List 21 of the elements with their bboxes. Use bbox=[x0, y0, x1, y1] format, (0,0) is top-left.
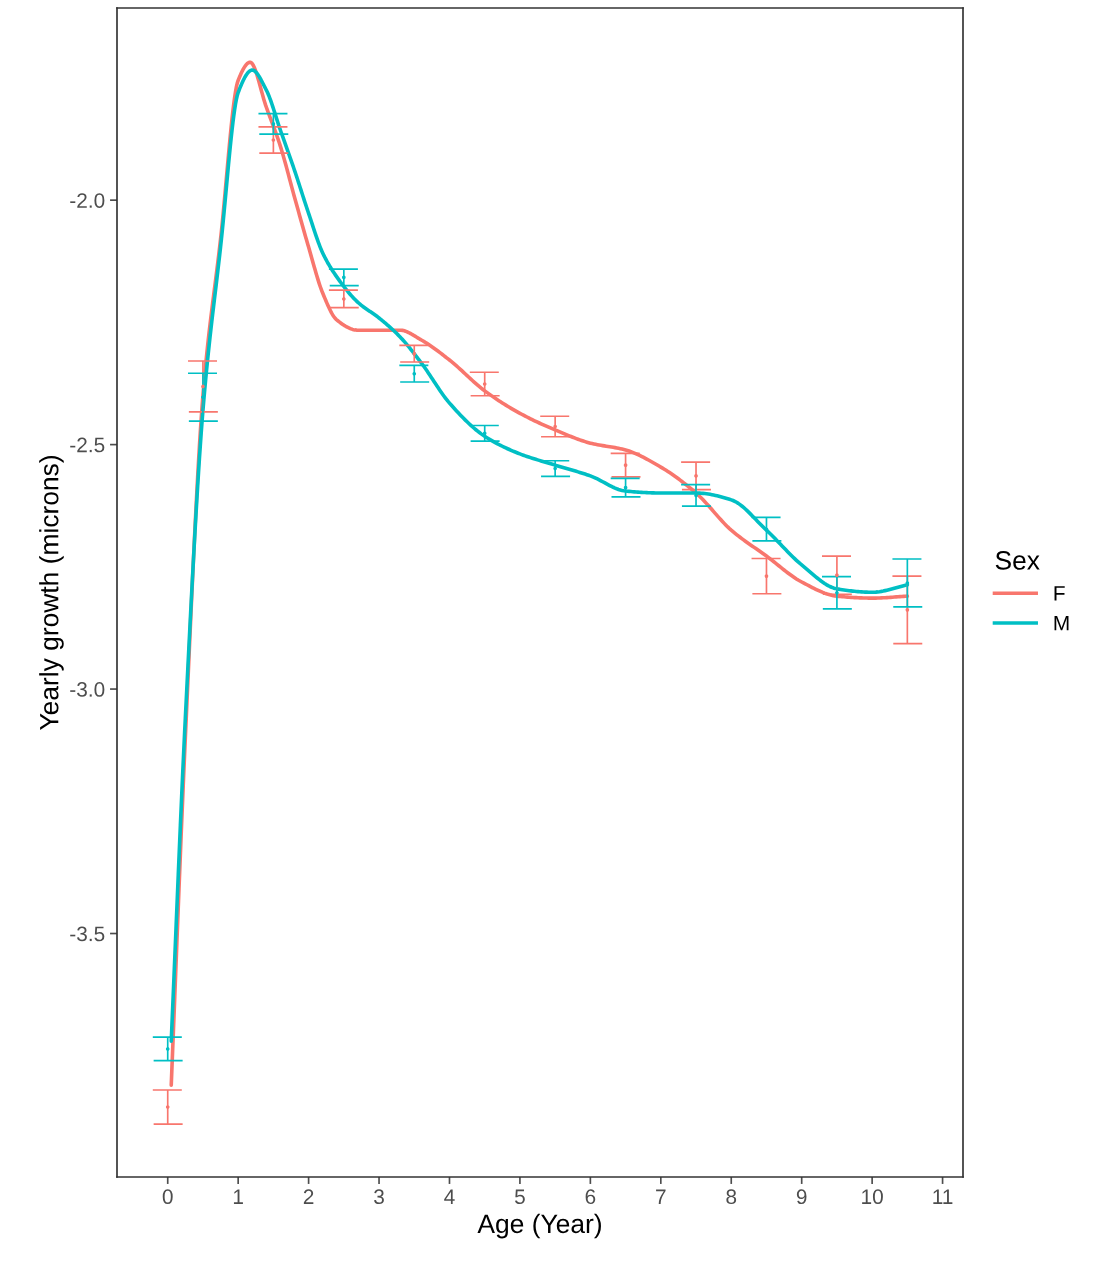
legend-title: Sex bbox=[995, 551, 1040, 570]
x-tick-label: 2 bbox=[303, 1189, 314, 1204]
x-tick-label: 7 bbox=[656, 1189, 666, 1204]
x-tick-label: 9 bbox=[796, 1189, 807, 1205]
x-tick-label: 4 bbox=[444, 1189, 455, 1204]
y-tick-label: -3.5 bbox=[70, 926, 105, 942]
x-tick-label: 5 bbox=[514, 1189, 525, 1205]
y-tick-label: -3.0 bbox=[70, 682, 105, 697]
x-axis-title: Age (Year) bbox=[477, 1213, 601, 1239]
legend-label: M bbox=[1054, 615, 1069, 631]
x-tick-label: 8 bbox=[726, 1189, 737, 1205]
x-tick-label: 6 bbox=[585, 1189, 596, 1205]
y-axis-title: Yearly growth (microns) bbox=[39, 456, 64, 731]
legend-label: F bbox=[1054, 586, 1065, 601]
x-tick-label: 11 bbox=[933, 1189, 953, 1204]
y-tick-label: -2.0 bbox=[70, 193, 105, 208]
x-tick-label: 3 bbox=[374, 1189, 384, 1205]
y-tick-label: -2.5 bbox=[70, 437, 105, 453]
x-tick-label: 1 bbox=[233, 1189, 243, 1204]
x-tick-label: 0 bbox=[162, 1189, 173, 1205]
x-tick-label: 10 bbox=[862, 1189, 883, 1205]
